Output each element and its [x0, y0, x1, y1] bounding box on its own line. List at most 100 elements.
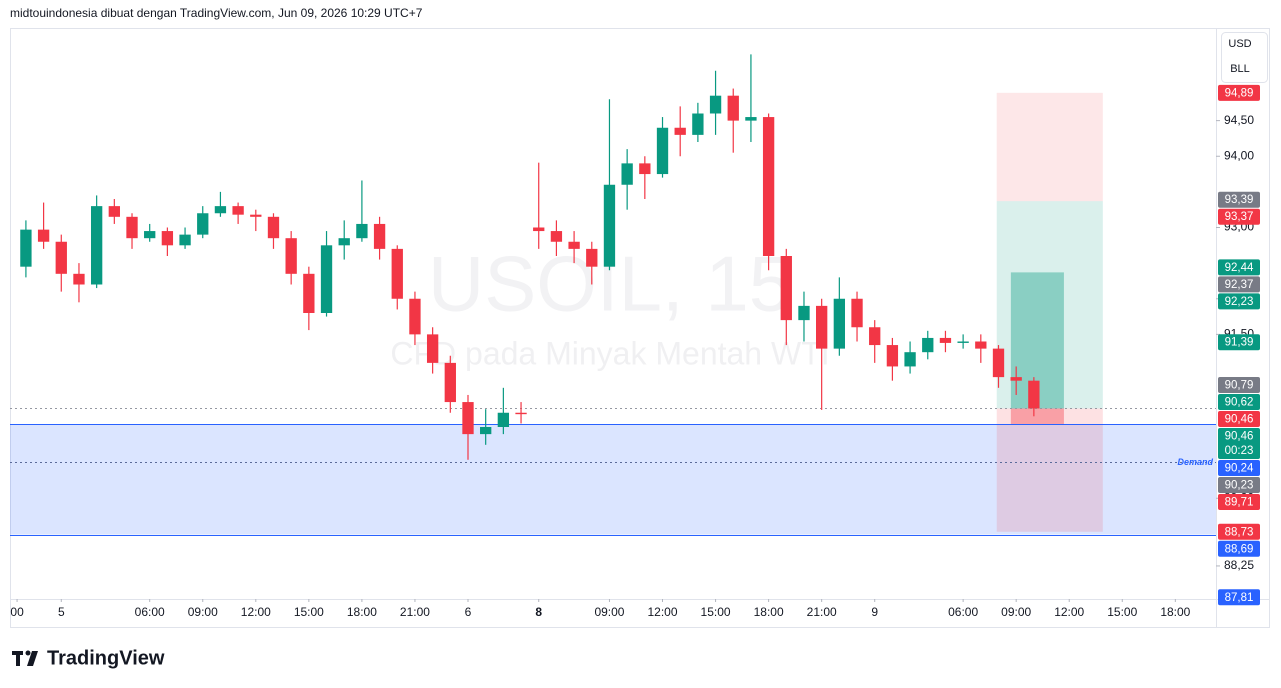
candle-body — [144, 231, 156, 239]
price-label: 88,73 — [1225, 526, 1254, 538]
candle-body — [869, 327, 881, 346]
currency-box[interactable] — [1221, 32, 1268, 83]
candle-body — [621, 163, 633, 185]
candle-body — [267, 216, 280, 239]
x-tick-label: 06:00 — [135, 605, 165, 619]
price-label: 90,24 — [1225, 462, 1254, 474]
candle-body — [833, 298, 846, 349]
price-label-box — [1218, 393, 1260, 410]
candle-body — [303, 273, 315, 313]
candle-body — [197, 213, 209, 235]
zone — [996, 92, 1103, 202]
x-tick-label: 12:00 — [1054, 605, 1084, 619]
candle-body — [179, 234, 191, 246]
candle-body — [975, 341, 987, 349]
x-tick-label: 9 — [871, 605, 878, 619]
candle-body — [957, 341, 969, 343]
candle-body — [780, 256, 792, 321]
zone — [996, 408, 1103, 532]
x-tick-label: 18:00 — [754, 605, 784, 619]
watermark-subtitle: CFD pada Minyak Mentah WTI — [390, 335, 829, 371]
candle-body — [73, 273, 85, 285]
candle-body — [639, 163, 651, 175]
price-label: 89,71 — [1225, 496, 1254, 508]
candle-body — [550, 231, 563, 242]
x-tick-label: 12:00 — [241, 605, 271, 619]
zone — [10, 424, 1216, 535]
plot-area: Demand — [10, 54, 1216, 536]
logo: TradingView — [47, 647, 165, 669]
price-label: 90,79 — [1225, 379, 1254, 391]
candle-body — [709, 95, 722, 114]
candle-body — [497, 412, 510, 427]
candle-body — [904, 352, 916, 367]
price-label: 87,81 — [1225, 592, 1254, 604]
price-label-box — [1218, 84, 1260, 101]
y-tick-label: 94,00 — [1224, 148, 1254, 162]
candle-body — [373, 223, 386, 249]
price-label-box — [1218, 540, 1260, 557]
x-tick-label: 18:00 — [347, 605, 377, 619]
candle-body — [37, 229, 50, 242]
price-label-box — [1218, 459, 1260, 476]
x-tick-label: 06:00 — [948, 605, 978, 619]
candle-body — [1028, 380, 1040, 409]
price-label-box — [1218, 208, 1260, 225]
candle-body — [232, 206, 244, 215]
frame — [10, 28, 1270, 628]
y-tick-label: 94,50 — [1224, 113, 1254, 127]
x-tick-label: 18:00 — [1160, 605, 1190, 619]
x-tick-label: 15:00 — [1107, 605, 1137, 619]
candle-body — [922, 337, 934, 353]
price-label-box — [1218, 376, 1260, 393]
price-sublabel: 00:23 — [1225, 445, 1254, 457]
zone — [996, 201, 1103, 409]
candle-body — [320, 245, 333, 313]
candle-body — [214, 206, 227, 214]
attribution: midtouindonesia dibuat dengan TradingVie… — [10, 6, 423, 20]
candle-body — [338, 238, 350, 246]
x-tick-label: 12:00 — [647, 605, 677, 619]
x-tick-label: 00 — [10, 605, 24, 619]
x-tick-label: 15:00 — [294, 605, 324, 619]
candle-body — [480, 427, 492, 435]
price-label: 88,69 — [1225, 543, 1254, 555]
price-label: 91,39 — [1225, 337, 1254, 349]
price-label: 93,37 — [1225, 211, 1254, 223]
x-tick-label: 09:00 — [188, 605, 218, 619]
candle-body — [674, 127, 686, 135]
candle-body — [851, 298, 863, 328]
candle-body — [568, 241, 580, 249]
level-label: Demand — [1177, 457, 1213, 467]
candle-body — [356, 223, 368, 239]
price-label-box — [1218, 334, 1260, 351]
candle-body — [586, 248, 598, 267]
x-tick-label: 09:00 — [1001, 605, 1031, 619]
price-label-box — [1218, 276, 1260, 293]
candle-body — [762, 117, 775, 256]
candle-body — [126, 216, 138, 239]
candle-body — [692, 113, 704, 135]
unit[interactable]: BLL — [1230, 63, 1250, 75]
price-label-box — [1218, 523, 1260, 540]
candle-body — [55, 241, 67, 274]
candle-body — [250, 214, 262, 217]
candle-body — [886, 345, 899, 367]
price-label: 90,46 — [1225, 430, 1254, 442]
candle-body — [1010, 377, 1022, 381]
candle-body — [161, 231, 174, 246]
price-label-box — [1218, 191, 1260, 208]
x-tick-label: 5 — [58, 605, 65, 619]
price-label-box — [1218, 476, 1260, 493]
candle-body — [939, 337, 952, 343]
x-tick-label: 6 — [465, 605, 472, 619]
x-tick-label: 21:00 — [807, 605, 837, 619]
price-label: 90,62 — [1225, 396, 1254, 408]
x-tick-label: 21:00 — [400, 605, 430, 619]
candle-body — [20, 229, 32, 267]
candle-body — [444, 362, 456, 403]
currency[interactable]: USD — [1228, 38, 1251, 50]
candle-body — [745, 117, 757, 121]
price-label-box — [1218, 589, 1260, 606]
